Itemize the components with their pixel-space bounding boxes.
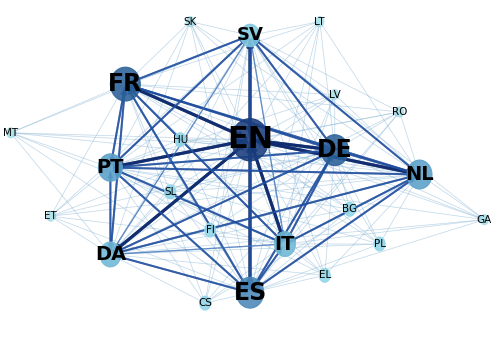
Text: FI: FI <box>206 225 214 235</box>
Ellipse shape <box>331 90 339 99</box>
Text: PL: PL <box>374 239 386 249</box>
Ellipse shape <box>232 119 268 161</box>
Text: MT: MT <box>3 128 18 138</box>
Ellipse shape <box>320 268 330 282</box>
Text: LV: LV <box>329 90 340 99</box>
Text: BG: BG <box>342 204 357 214</box>
Text: DE: DE <box>317 138 352 162</box>
Ellipse shape <box>344 202 355 216</box>
Text: PT: PT <box>96 158 124 177</box>
Text: SV: SV <box>236 27 264 44</box>
Text: ET: ET <box>44 211 57 221</box>
Ellipse shape <box>396 107 404 117</box>
Text: RO: RO <box>392 107 407 117</box>
Text: SK: SK <box>184 16 197 27</box>
Ellipse shape <box>100 242 121 267</box>
Ellipse shape <box>274 232 295 257</box>
Text: DA: DA <box>95 245 126 264</box>
Text: HU: HU <box>172 135 188 145</box>
Text: FR: FR <box>108 72 142 96</box>
Ellipse shape <box>321 135 348 166</box>
Text: EL: EL <box>318 270 331 280</box>
Ellipse shape <box>480 215 488 225</box>
Text: SL: SL <box>164 187 176 197</box>
Ellipse shape <box>46 211 54 221</box>
Text: GA: GA <box>476 215 492 225</box>
Ellipse shape <box>174 133 186 147</box>
Text: ES: ES <box>234 281 266 305</box>
Ellipse shape <box>110 67 140 101</box>
Text: CS: CS <box>198 298 212 308</box>
Ellipse shape <box>186 16 194 27</box>
Ellipse shape <box>240 24 260 47</box>
Ellipse shape <box>236 277 264 308</box>
Ellipse shape <box>164 185 175 199</box>
Ellipse shape <box>316 16 324 27</box>
Text: LT: LT <box>314 16 325 27</box>
Ellipse shape <box>200 296 210 310</box>
Ellipse shape <box>98 154 122 181</box>
Ellipse shape <box>407 160 432 189</box>
Ellipse shape <box>204 223 216 237</box>
Ellipse shape <box>6 128 14 138</box>
Ellipse shape <box>374 237 385 251</box>
Text: IT: IT <box>274 235 295 253</box>
Text: EN: EN <box>227 125 273 154</box>
Text: NL: NL <box>405 165 434 184</box>
